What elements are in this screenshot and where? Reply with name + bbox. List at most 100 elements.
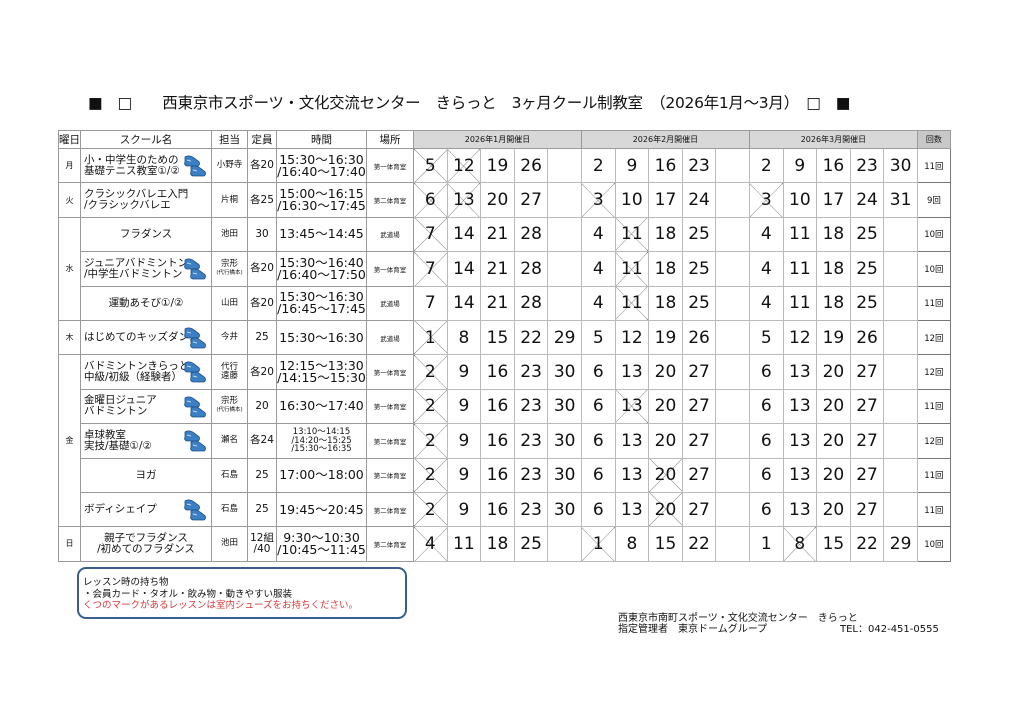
school-name-cell: 運動あそび①/② (80, 285, 212, 321)
place-cell: 第二体育室 (366, 457, 414, 493)
school-name-cell: ジュニアバドミントン/中学生バドミントン (80, 251, 212, 287)
date-cell: 18 (648, 216, 683, 253)
date-cell (715, 423, 750, 459)
header-month-feb: 2026年2月開催日 (580, 130, 750, 149)
date-cell: 13 (614, 354, 650, 390)
capacity-cell: 各25 (247, 182, 277, 218)
date-cell: 27 (849, 423, 885, 459)
school-name-cell: 小・中学生のための 基礎テニス教室①/② (80, 147, 212, 184)
staff-cell: 宗形 (代行橋本) (211, 388, 248, 425)
date-cell: 23 (681, 147, 717, 184)
staff-name: 池田 (220, 538, 238, 549)
date-cell: 16 (480, 423, 515, 459)
date-cell: 13 (782, 388, 818, 425)
time-cell: 12:15〜13:30/14:15〜15:30 (276, 354, 367, 390)
date-cell: 18 (816, 251, 851, 287)
table-row: 水フラダンス 池田 30 13:45〜14:45 武道場 7 14 21 28 4 11 18 25 4 1… (58, 216, 951, 321)
shoe-icon (182, 256, 208, 282)
date-cell (883, 388, 918, 425)
staff-substitute: (代行橋本) (216, 269, 243, 276)
date-cell: 4 (748, 251, 784, 287)
items-to-bring-note: レッスン時の持ち物 ・会員カード・タオル・飲み物・動きやすい服装 くつのマークが… (77, 567, 407, 619)
date-cell (883, 354, 918, 390)
date-cell: 4 (580, 216, 616, 253)
date-cell: 20 (648, 388, 683, 425)
shoe-icon (182, 497, 208, 523)
date-cell (547, 147, 582, 184)
date-cell (715, 251, 750, 287)
date-cell: 4 (580, 251, 616, 287)
cancelled-date-cell: 4 (413, 526, 448, 562)
date-cell: 16 (480, 354, 515, 390)
date-cell: 9 (782, 147, 818, 184)
date-cell: 5 (748, 319, 784, 356)
session-count-cell: 10回 (916, 526, 951, 562)
cancelled-date-cell: 7 (413, 216, 448, 253)
cancelled-date-cell: 11 (614, 216, 650, 253)
session-count-cell: 12回 (916, 423, 951, 459)
date-cell: 20 (480, 182, 515, 218)
date-cell: 23 (849, 147, 885, 184)
date-cell: 11 (782, 251, 818, 287)
date-cell: 25 (849, 285, 885, 321)
date-cell: 14 (446, 216, 482, 253)
staff-name: 瀬名 (220, 435, 238, 446)
staff-name: 石島 (220, 469, 238, 480)
session-count-cell: 12回 (916, 319, 951, 356)
date-cell: 27 (681, 354, 717, 390)
school-name: フラダンス (119, 227, 173, 240)
date-cell: 15 (648, 526, 683, 562)
date-cell (883, 251, 918, 287)
date-cell: 6 (580, 491, 616, 528)
date-cell: 6 (580, 457, 616, 493)
date-cell: 10 (782, 182, 818, 218)
note-title: レッスン時の持ち物 (83, 577, 169, 588)
school-name-cell: フラダンス (80, 216, 212, 253)
date-cell: 6 (580, 423, 616, 459)
date-cell (883, 491, 918, 528)
date-cell: 22 (849, 526, 885, 562)
shoe-icon (182, 359, 208, 385)
cancelled-date-cell: 12 (446, 147, 482, 184)
date-cell: 5 (580, 319, 616, 356)
capacity-cell: 各20 (247, 147, 277, 184)
schedule-table: 曜日 スクール名 担当 定員 時間 場所 2026年1月開催日 2026年2月開… (58, 130, 951, 562)
place-cell: 第二体育室 (366, 526, 414, 562)
date-cell: 26 (513, 147, 549, 184)
cancelled-date-cell: 13 (614, 388, 650, 425)
school-name: クラシックバレエ入門/クラシックバレエ (84, 188, 189, 212)
date-cell: 13 (782, 457, 818, 493)
date-cell (715, 319, 750, 356)
date-cell: 16 (816, 147, 851, 184)
date-cell: 21 (480, 251, 515, 287)
header-place: 場所 (366, 130, 414, 149)
date-cell: 13 (614, 457, 650, 493)
date-cell: 4 (748, 285, 784, 321)
school-name-cell: 金曜日ジュニア バドミントン (80, 388, 212, 425)
date-cell: 9 (446, 457, 482, 493)
school-name-cell: ヨガ (80, 457, 212, 493)
cancelled-date-cell: 2 (413, 457, 448, 493)
date-cell: 4 (580, 285, 616, 321)
date-cell: 9 (446, 388, 482, 425)
date-cell: 27 (681, 457, 717, 493)
date-cell: 25 (849, 216, 885, 253)
session-count-cell: 9回 (916, 182, 951, 218)
date-cell: 26 (681, 319, 717, 356)
date-cell: 27 (513, 182, 549, 218)
date-cell: 20 (816, 457, 851, 493)
place-cell: 第一体育室 (366, 147, 414, 184)
date-cell: 19 (480, 147, 515, 184)
date-cell: 14 (446, 251, 482, 287)
capacity-cell: 25 (247, 457, 277, 493)
school-name: ヨガ (135, 468, 157, 481)
weekday-cell: 金 (58, 354, 81, 528)
date-cell: 22 (681, 526, 717, 562)
date-cell: 31 (883, 182, 918, 218)
date-cell: 27 (849, 491, 885, 528)
cancelled-date-cell: 3 (748, 182, 784, 218)
date-cell: 15 (480, 319, 515, 356)
footer-tel: TEL：042-451-0555 (840, 624, 939, 635)
date-cell (547, 526, 582, 562)
